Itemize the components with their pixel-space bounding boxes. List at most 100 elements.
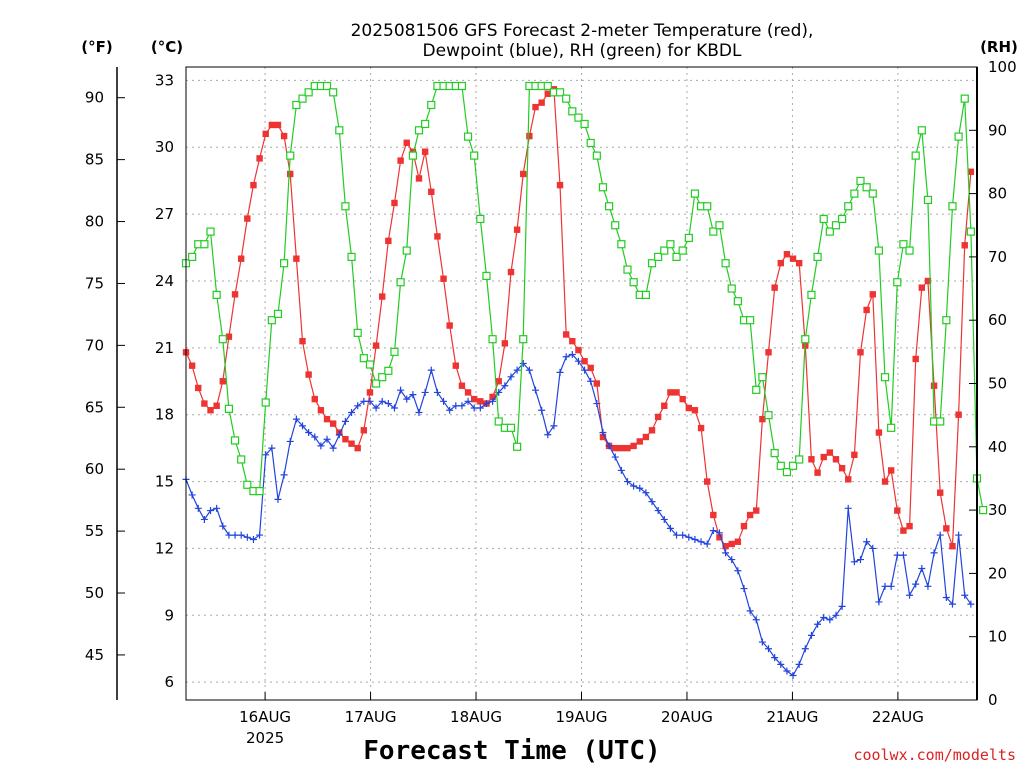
dewpoint-point: [415, 408, 423, 416]
temperature-point: [648, 427, 656, 434]
dewpoint-point: [679, 531, 687, 539]
rh-point: [408, 151, 417, 160]
temperature-point: [624, 444, 631, 452]
rh-point: [690, 189, 700, 198]
temperature-point: [538, 99, 545, 106]
rh-point: [629, 278, 638, 287]
temperature-point: [814, 469, 821, 476]
dewpoint-point: [752, 616, 760, 624]
temperature-point: [765, 349, 772, 356]
dewpoint-point: [286, 437, 294, 445]
dewpoint-point: [544, 431, 552, 439]
dewpoint-point: [280, 471, 288, 479]
temperature-point: [869, 291, 876, 298]
temperature-point: [722, 543, 729, 550]
rh-point: [721, 259, 730, 268]
rh-point: [678, 246, 687, 255]
rh-point: [727, 284, 736, 293]
dewpoint-point: [525, 366, 533, 374]
dewpoint-point: [623, 478, 631, 486]
dewpoint-point: [323, 435, 331, 443]
rh-point: [868, 189, 877, 198]
rh-point: [273, 309, 283, 318]
temperature-point: [513, 226, 521, 233]
tick-labels: 6 9 12 15 18 21 24 27 30 33 16AUG 2025 17AUG 18AUG 19A…: [85, 58, 1017, 747]
dewpoint-point: [213, 504, 221, 512]
temperature-point: [195, 384, 202, 392]
dewpoint-point: [593, 400, 601, 408]
rh-point: [654, 252, 663, 261]
rh-point: [776, 461, 785, 470]
temperature-point: [771, 284, 778, 291]
temperature-point: [630, 442, 637, 450]
temperature-point: [317, 407, 325, 414]
temperature-point: [287, 170, 294, 178]
rh-point: [335, 126, 344, 135]
dewpoint-point: [642, 489, 650, 497]
rh-point: [604, 202, 614, 211]
dewpoint-point: [728, 556, 736, 564]
rh-point: [862, 183, 871, 192]
rh-point: [543, 81, 552, 91]
temperature-point: [667, 389, 674, 396]
temperature-point: [710, 511, 717, 519]
dewpoint-point: [440, 397, 448, 405]
temperature-point: [838, 464, 846, 472]
temperature-point: [403, 139, 410, 146]
rh-tick-label: 40: [988, 438, 1007, 456]
rh-point: [457, 81, 467, 91]
fahrenheit-tick-label: 65: [85, 398, 104, 416]
dewpoint-point: [881, 582, 889, 590]
dewpoint-point: [648, 498, 656, 506]
dewpoint-point: [967, 600, 975, 608]
rh-point: [341, 202, 350, 211]
dewpoint-point: [961, 591, 969, 599]
celsius-unit-label: (°C): [151, 38, 183, 56]
dewpoint-point: [936, 531, 944, 539]
rh-point: [703, 202, 712, 211]
temperature-point: [783, 251, 791, 258]
dewpoint-point: [746, 607, 754, 615]
dewpoint-point: [268, 444, 276, 452]
rh-point: [463, 132, 473, 141]
temperature-point: [642, 433, 650, 441]
temperature-point: [299, 337, 306, 345]
dewpoint-point: [403, 395, 411, 403]
temperature-point: [875, 429, 883, 436]
rh-point: [298, 94, 307, 103]
temperature-point: [489, 393, 496, 401]
celsius-tick-label: 27: [155, 205, 174, 223]
dewpoint-point: [243, 533, 251, 541]
rh-point: [427, 100, 436, 110]
temperature-point: [857, 349, 864, 356]
temperature-point: [556, 181, 564, 189]
celsius-tick-label: 24: [155, 272, 174, 290]
temperature-point: [937, 489, 944, 496]
temperature-point: [716, 534, 723, 541]
dewpoint-point: [225, 531, 233, 539]
temperature-point: [464, 389, 472, 396]
temperature-point: [342, 436, 349, 443]
rh-point: [255, 487, 264, 496]
dewpoint-point: [948, 600, 956, 608]
rh-point: [979, 506, 988, 515]
chart-subtitle: Dewpoint (blue), RH (green) for KBDL: [423, 41, 742, 61]
dewpoint-point: [771, 654, 779, 662]
rh-point: [592, 151, 601, 160]
temperature-point: [740, 522, 748, 530]
dewpoint-point: [329, 444, 337, 452]
temperature-point: [900, 527, 907, 534]
temperature-point: [593, 380, 601, 387]
rh-point: [513, 442, 522, 451]
temperature-point: [943, 525, 950, 532]
rh-point: [280, 259, 289, 268]
rh-tick-label: 20: [988, 564, 1007, 582]
dewpoint-point: [317, 442, 325, 450]
date-tick-label: 18AUG: [450, 708, 502, 726]
dewpoint-point: [562, 353, 570, 361]
temperature-point: [808, 456, 815, 463]
rh-point: [899, 240, 908, 249]
dewpoint-point: [556, 368, 564, 376]
dewpoint-point: [519, 359, 527, 367]
rh-point: [782, 468, 792, 477]
